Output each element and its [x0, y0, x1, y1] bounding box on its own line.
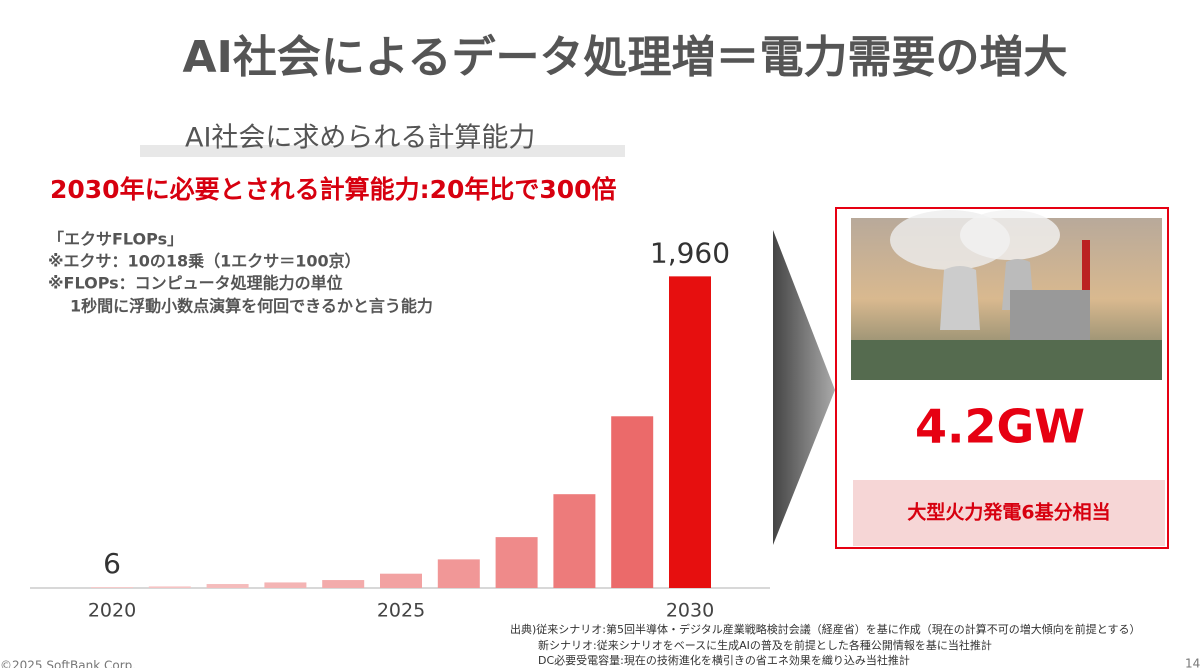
bar [611, 416, 654, 588]
page-number: 14 [1185, 657, 1200, 669]
x-tick-label: 2025 [377, 600, 425, 622]
panel-value: 4.2GW [915, 400, 1085, 454]
bar [322, 580, 365, 588]
bar [437, 559, 480, 588]
source: 新シナリオ:従来シナリオをベースに生成AIの普及を前提とした各種公開情報を基に当… [538, 638, 992, 652]
slide-title: AI社会によるデータ処理増＝電力需要の増大 [182, 32, 1067, 83]
bar [148, 586, 191, 588]
subtitle-underline [140, 145, 625, 157]
bar [91, 587, 133, 588]
note: 「エクサFLOPs」 [48, 230, 183, 249]
panel-caption: 大型火力発電6基分相当 [907, 501, 1110, 524]
x-tick-label: 2020 [88, 600, 136, 622]
value-label: 1,960 [650, 236, 730, 269]
source: 出典)従来シナリオ:第5回半導体・デジタル産業戦略検討会議（経産省）を基に作成（… [510, 622, 1140, 636]
note: ※FLOPs：コンピュータ処理能力の単位 [48, 274, 343, 293]
note: ※エクサ：10の18乗（1エクサ＝100京） [48, 252, 361, 271]
headline: 2030年に必要とされる計算能力:20年比で300倍 [50, 175, 617, 204]
bar [380, 573, 422, 588]
result-panel [835, 207, 1169, 549]
source: DC必要受電容量:現在の技術進化を横引きの省エネ効果を織り込み当社推計 [538, 653, 910, 667]
copyright: ©2025 SoftBank Corp. [0, 659, 136, 669]
value-label: 6 [103, 547, 121, 580]
note: 1秒間に浮動小数点演算を何回できるかと言う能力 [70, 297, 433, 316]
x-tick-label: 2030 [666, 600, 714, 622]
power-plant-photo [851, 210, 1162, 380]
caption-box [853, 480, 1165, 546]
bar [553, 494, 596, 588]
bar [264, 582, 307, 588]
arrow [773, 230, 835, 545]
bar [495, 537, 538, 588]
subtitle: AI社会に求められる計算能力 [185, 123, 535, 154]
bar [669, 276, 711, 588]
bar [206, 584, 249, 588]
